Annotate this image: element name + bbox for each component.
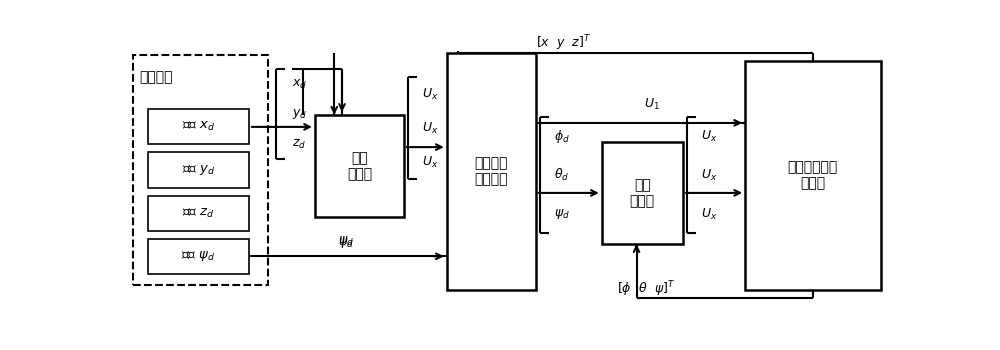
Text: $\phi_d$: $\phi_d$ (554, 128, 569, 145)
Bar (745, 61, 881, 290)
Text: $U_x$: $U_x$ (422, 155, 438, 170)
Text: 涵道式多旋翼
无人机: 涵道式多旋翼 无人机 (788, 160, 838, 190)
Text: 期望 $z_d$: 期望 $z_d$ (182, 206, 215, 220)
Text: $U_x$: $U_x$ (701, 206, 717, 222)
Text: $\theta_d$: $\theta_d$ (554, 167, 569, 183)
Text: $U_x$: $U_x$ (701, 168, 717, 183)
Bar (315, 115, 404, 217)
Text: $U_x$: $U_x$ (422, 121, 438, 136)
Text: 姿态
控制器: 姿态 控制器 (630, 178, 655, 208)
Text: 期望 $\psi_d$: 期望 $\psi_d$ (181, 249, 216, 263)
Bar (148, 153, 249, 188)
Bar (602, 142, 683, 244)
Text: 期望信息
处理模块: 期望信息 处理模块 (474, 156, 508, 187)
Text: $x_d$: $x_d$ (292, 77, 307, 91)
Text: $[x\ \ y\ \ z]^T$: $[x\ \ y\ \ z]^T$ (536, 33, 591, 53)
Text: 期望 $y_d$: 期望 $y_d$ (182, 163, 215, 177)
Bar (148, 109, 249, 145)
Bar (447, 53, 536, 290)
Text: $U_x$: $U_x$ (701, 129, 717, 144)
Text: $U_x$: $U_x$ (422, 86, 438, 102)
Bar (148, 239, 249, 274)
Text: 期望 $x_d$: 期望 $x_d$ (182, 120, 215, 133)
Text: $\psi_d$: $\psi_d$ (338, 236, 354, 250)
Text: $\psi_d$: $\psi_d$ (554, 207, 569, 221)
Text: 控制指令: 控制指令 (139, 70, 172, 84)
Bar (133, 56, 268, 285)
Text: $z_d$: $z_d$ (292, 138, 306, 151)
Text: $[\phi\ \ \theta\ \ \psi]^T$: $[\phi\ \ \theta\ \ \psi]^T$ (617, 279, 675, 299)
Text: $\psi_d$: $\psi_d$ (338, 234, 354, 248)
Bar (148, 196, 249, 231)
Text: $U_1$: $U_1$ (644, 97, 660, 112)
Text: $y_d$: $y_d$ (292, 107, 307, 121)
Text: 位置
控制器: 位置 控制器 (347, 151, 372, 181)
